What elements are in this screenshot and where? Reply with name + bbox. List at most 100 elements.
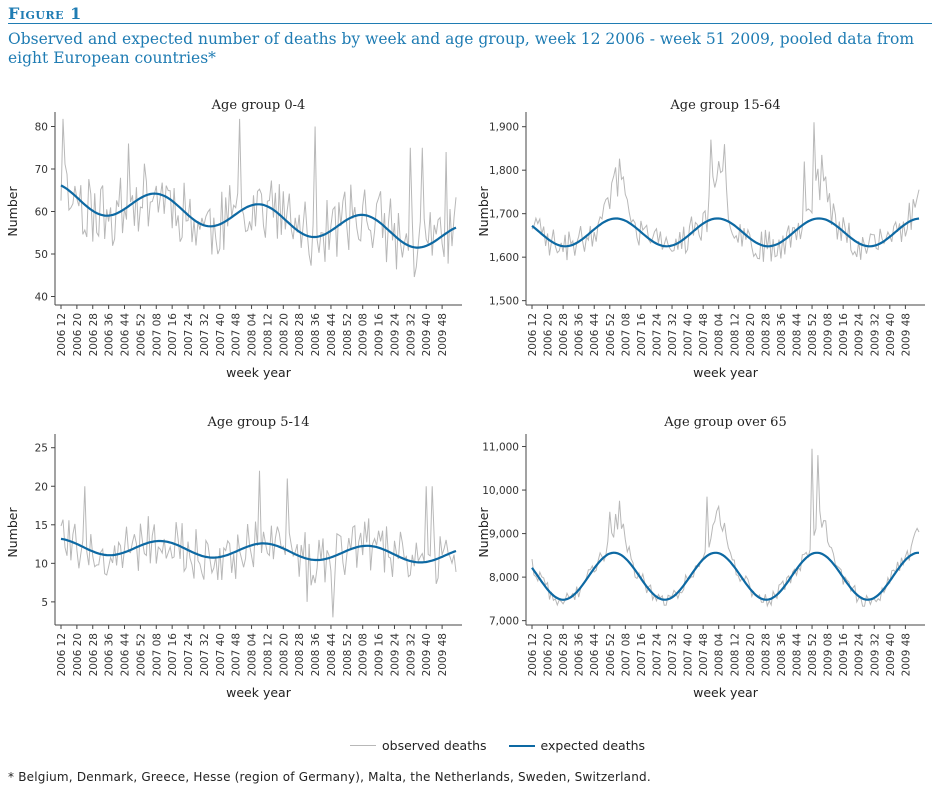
x-axis-label: week year xyxy=(693,685,759,700)
x-tick-label: 2007 40 xyxy=(215,313,227,356)
x-tick-label: 2009 40 xyxy=(885,633,897,676)
x-tick-label: 2008 44 xyxy=(791,313,803,357)
y-tick-label: 25 xyxy=(35,443,48,455)
x-tick-label: 2008 52 xyxy=(342,313,354,356)
x-tick-label: 2006 36 xyxy=(574,633,586,677)
x-tick-label: 2009 32 xyxy=(405,633,417,676)
figure-footnote: * Belgium, Denmark, Greece, Hesse (regio… xyxy=(8,770,651,784)
x-tick-label: 2008 52 xyxy=(807,313,819,356)
x-tick-label: 2009 08 xyxy=(358,313,370,356)
x-tick-label: 2009 16 xyxy=(838,633,850,677)
y-tick-label: 40 xyxy=(35,292,48,304)
legend-expected-swatch xyxy=(508,744,535,747)
x-tick-label: 2008 36 xyxy=(776,633,788,677)
panel-title: Age group 5-14 xyxy=(207,415,310,430)
y-axis-label: Number xyxy=(476,186,491,237)
x-tick-label: 2008 44 xyxy=(326,313,338,357)
x-tick-label: 2008 44 xyxy=(326,633,338,677)
x-tick-label: 2008 12 xyxy=(262,313,274,356)
x-tick-label: 2009 32 xyxy=(869,633,881,676)
x-tick-label: 2009 08 xyxy=(823,633,835,676)
y-tick-label: 5 xyxy=(41,597,48,609)
y-tick-label: 10,000 xyxy=(482,485,519,497)
y-tick-label: 1,900 xyxy=(489,122,519,134)
chart-panel-2: Age group 15-64 1,500 1,600 1,700 1,800 1,900… xyxy=(476,98,925,380)
x-tick-label: 2006 36 xyxy=(104,313,116,357)
y-tick-label: 1,700 xyxy=(489,209,519,221)
x-tick-label: 2008 52 xyxy=(807,633,819,676)
x-tick-label: 2006 36 xyxy=(104,633,116,677)
x-tick-label: 2006 12 xyxy=(527,313,539,356)
x-tick-label: 2009 48 xyxy=(900,313,912,356)
x-tick-label: 2008 52 xyxy=(342,633,354,676)
x-tick-label: 2008 12 xyxy=(262,633,274,676)
x-tick-label: 2007 48 xyxy=(698,633,710,676)
legend-observed-label: observed deaths xyxy=(382,738,487,753)
x-tick-label: 2009 08 xyxy=(358,633,370,676)
y-tick-label: 7,000 xyxy=(489,616,519,628)
x-tick-label: 2007 16 xyxy=(167,313,179,357)
x-axis-label: week year xyxy=(226,365,292,380)
x-tick-label: 2008 04 xyxy=(714,633,726,677)
x-tick-label: 2008 04 xyxy=(247,633,259,677)
x-tick-label: 2009 48 xyxy=(437,633,449,676)
panel-title: Age group 0-4 xyxy=(211,98,306,113)
x-tick-label: 2009 08 xyxy=(823,313,835,356)
x-tick-label: 2006 20 xyxy=(543,313,555,356)
y-tick-label: 9,000 xyxy=(489,529,519,541)
panel-title: Age group over 65 xyxy=(663,415,786,430)
x-tick-label: 2006 20 xyxy=(543,633,555,676)
y-tick-label: 70 xyxy=(35,164,48,176)
observed-deaths-line xyxy=(531,448,920,608)
x-tick-label: 2007 48 xyxy=(698,313,710,356)
y-tick-label: 80 xyxy=(35,122,48,134)
x-tick-label: 2008 28 xyxy=(760,313,772,356)
x-tick-label: 2007 08 xyxy=(620,313,632,356)
x-tick-label: 2006 44 xyxy=(589,313,601,357)
y-tick-label: 50 xyxy=(35,249,48,261)
figure-title: Observed and expected number of deaths b… xyxy=(8,30,915,67)
y-tick-label: 15 xyxy=(35,520,48,532)
observed-deaths-line xyxy=(60,470,457,618)
y-axis-label: Number xyxy=(5,507,20,558)
x-tick-label: 2007 32 xyxy=(199,633,211,676)
y-axis-label: Number xyxy=(5,186,20,237)
x-tick-label: 2006 20 xyxy=(72,633,84,676)
x-tick-label: 2007 16 xyxy=(636,313,648,357)
x-tick-label: 2009 16 xyxy=(838,313,850,357)
x-tick-label: 2006 44 xyxy=(589,633,601,677)
x-tick-label: 2009 40 xyxy=(421,313,433,356)
x-tick-label: 2006 52 xyxy=(605,313,617,356)
x-tick-label: 2007 16 xyxy=(636,633,648,677)
x-tick-label: 2007 16 xyxy=(167,633,179,677)
legend-observed: observed deaths xyxy=(350,738,487,753)
x-tick-label: 2009 40 xyxy=(885,313,897,356)
legend-expected-label: expected deaths xyxy=(540,738,646,753)
y-axis-label: Number xyxy=(476,507,491,558)
x-tick-label: 2009 16 xyxy=(374,313,386,357)
x-tick-label: 2007 32 xyxy=(199,313,211,356)
x-tick-label: 2009 32 xyxy=(869,313,881,356)
x-tick-label: 2008 36 xyxy=(310,633,322,677)
x-tick-label: 2006 20 xyxy=(72,313,84,356)
x-tick-label: 2007 48 xyxy=(231,313,243,356)
x-tick-label: 2009 24 xyxy=(389,633,401,677)
x-tick-label: 2006 28 xyxy=(88,313,100,356)
x-tick-label: 2008 28 xyxy=(294,313,306,356)
x-axis-label: week year xyxy=(226,685,292,700)
y-tick-label: 1,500 xyxy=(489,296,519,308)
x-tick-label: 2007 24 xyxy=(651,313,663,357)
x-tick-label: 2007 48 xyxy=(231,633,243,676)
x-tick-label: 2008 12 xyxy=(729,633,741,676)
x-tick-label: 2009 48 xyxy=(437,313,449,356)
x-tick-label: 2006 52 xyxy=(135,633,147,676)
x-tick-label: 2008 20 xyxy=(278,313,290,356)
x-tick-label: 2007 08 xyxy=(151,633,163,676)
x-tick-label: 2008 36 xyxy=(310,313,322,357)
x-tick-label: 2006 28 xyxy=(88,633,100,676)
x-tick-label: 2008 28 xyxy=(294,633,306,676)
y-tick-label: 11,000 xyxy=(482,442,519,454)
x-tick-label: 2008 44 xyxy=(791,633,803,677)
x-tick-label: 2009 16 xyxy=(374,633,386,677)
x-tick-label: 2007 24 xyxy=(651,633,663,677)
